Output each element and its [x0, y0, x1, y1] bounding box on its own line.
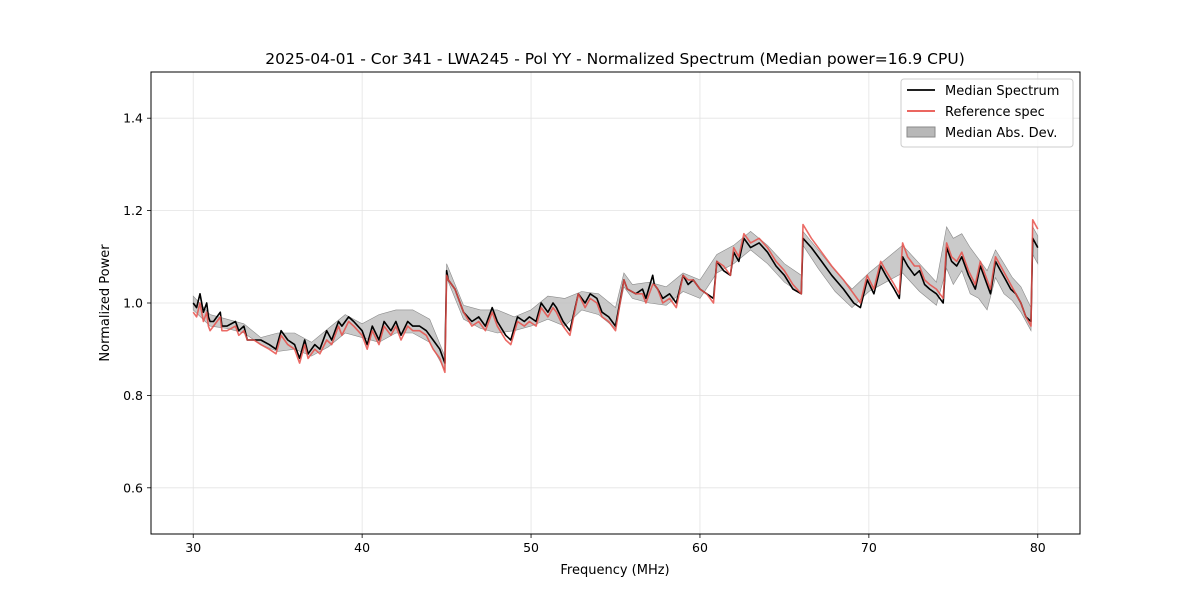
x-axis-ticks: 30 40 50 60 70 80 — [185, 534, 1046, 555]
chart-title: 2025-04-01 - Cor 341 - LWA245 - Pol YY -… — [265, 50, 965, 68]
reference-spectrum-line — [192, 219, 1039, 374]
series-lines-layer — [192, 219, 1039, 374]
grid-lines — [151, 72, 1080, 534]
legend-median-label: Median Spectrum — [945, 84, 1059, 99]
x-tick-label: 70 — [861, 540, 877, 555]
legend-reference-label: Reference spec — [945, 105, 1045, 120]
x-axis-label: Frequency (MHz) — [560, 563, 669, 578]
legend-mad-swatch — [906, 126, 936, 138]
legend-mad-label: Median Abs. Dev. — [945, 126, 1057, 141]
x-tick-label: 60 — [692, 540, 708, 555]
y-tick-label: 1.4 — [123, 111, 143, 126]
legend: Median Spectrum Reference spec Median Ab… — [900, 78, 1074, 148]
y-tick-label: 1.2 — [123, 203, 143, 218]
x-tick-label: 40 — [354, 540, 370, 555]
y-tick-label: 1.0 — [123, 296, 143, 311]
x-tick-label: 30 — [185, 540, 201, 555]
y-tick-label: 0.6 — [123, 480, 143, 495]
y-axis-ticks: 0.6 0.8 1.0 1.2 1.4 — [123, 111, 151, 495]
legend-box — [900, 78, 1074, 148]
y-tick-label: 0.8 — [123, 388, 143, 403]
median-spectrum-line — [192, 237, 1039, 364]
y-axis-label: Normalized Power — [98, 244, 113, 362]
x-tick-label: 80 — [1030, 540, 1046, 555]
x-tick-label: 50 — [523, 540, 539, 555]
